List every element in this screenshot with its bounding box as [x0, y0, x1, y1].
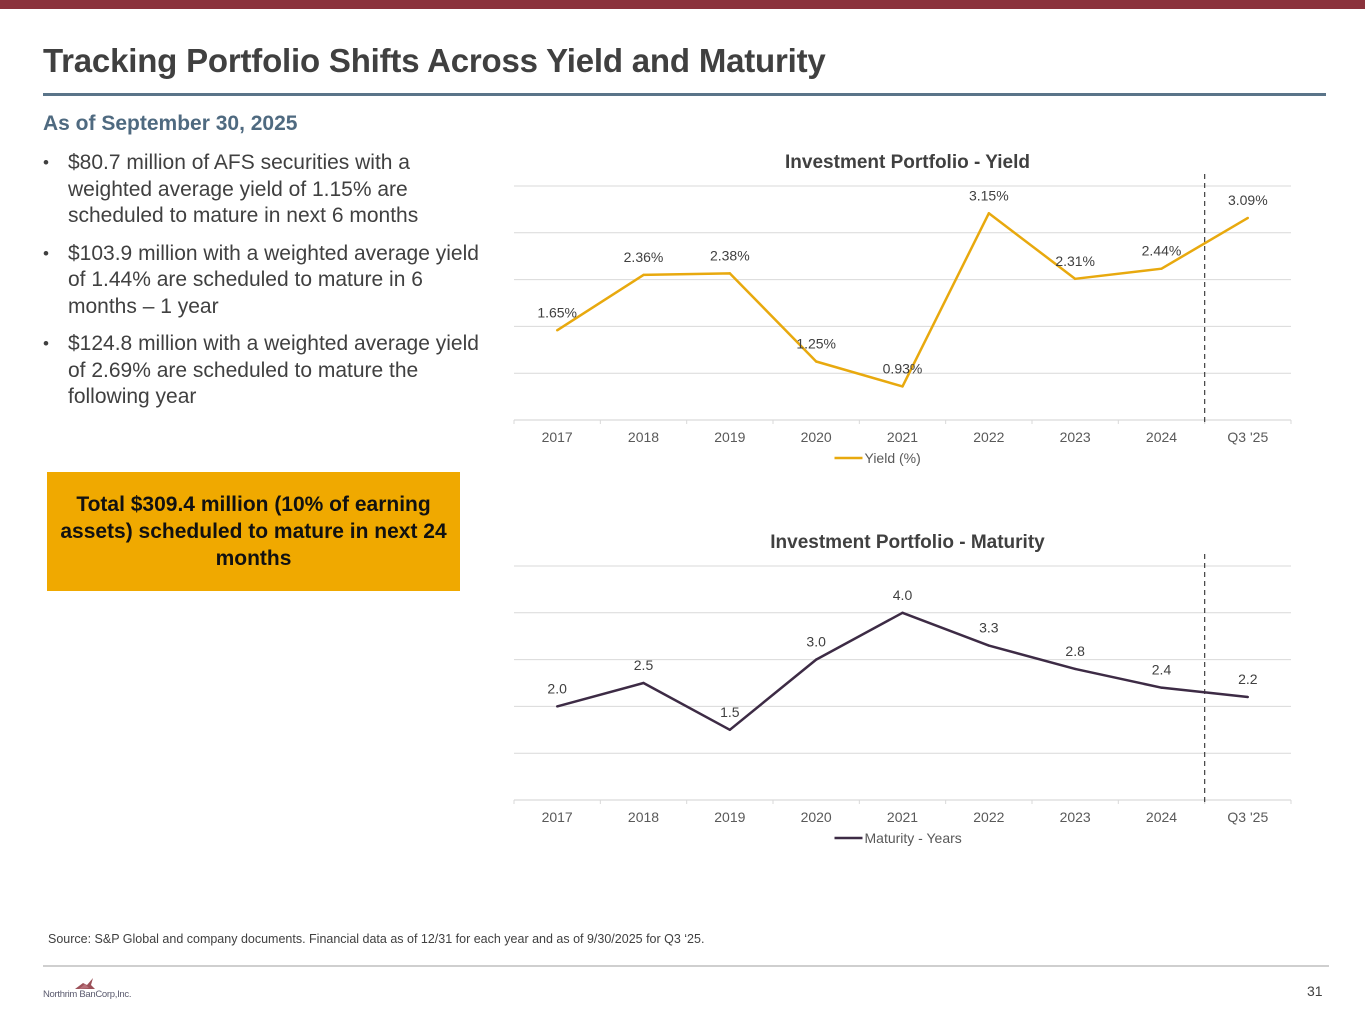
page-number: 31: [1307, 983, 1323, 999]
bullet-text: $80.7 million of AFS securities with a w…: [68, 151, 419, 227]
bullet-text: $124.8 million with a weighted average y…: [68, 332, 479, 408]
data-label: 2.4: [1152, 662, 1172, 678]
data-point: [728, 272, 732, 275]
company-name: Northrim BanCorp,Inc.: [43, 989, 132, 1000]
callout-text: Total $309.4 million (10% of earning ass…: [60, 493, 447, 570]
x-tick-label: 2020: [801, 429, 832, 445]
legend-label: Yield (%): [865, 450, 921, 466]
series-line: [556, 611, 1248, 732]
total-maturity-callout: Total $309.4 million (10% of earning ass…: [47, 472, 460, 591]
x-tick-label: 2023: [1060, 429, 1091, 445]
data-point: [1160, 267, 1163, 270]
data-label: 0.93%: [883, 360, 923, 376]
logo-mark-icon: [75, 978, 95, 989]
bullet-item: • $80.7 million of AFS securities with a …: [43, 150, 483, 230]
x-tick-label: 2018: [628, 429, 659, 445]
footer-divider: [43, 965, 1329, 967]
page-title: Tracking Portfolio Shifts Across Yield a…: [43, 42, 826, 79]
bullet-item: • $124.8 million with a weighted average …: [43, 331, 483, 411]
data-label: 4.0: [893, 587, 913, 603]
chart-title: Investment Portfolio - Maturity: [770, 532, 1045, 553]
x-tick-label: 2022: [973, 429, 1004, 445]
legend-label: Maturity - Years: [865, 830, 962, 846]
yield-chart: Investment Portfolio - Yield 2017 2018 2019…: [513, 152, 1292, 466]
data-point: [814, 360, 818, 363]
x-tick-label: 2019: [714, 809, 745, 825]
data-label: 2.8: [1065, 643, 1085, 659]
x-tick-label: 2017: [542, 429, 573, 445]
x-tick-label: 2019: [714, 429, 745, 445]
data-label: 3.0: [806, 634, 826, 650]
data-label: 3.3: [979, 620, 999, 636]
x-tick-label: 2021: [887, 809, 918, 825]
x-tick-label: Q3 '25: [1227, 809, 1268, 825]
data-label: 2.31%: [1055, 253, 1095, 269]
bullet-icon: •: [43, 153, 49, 172]
x-tick-label: 2024: [1146, 809, 1177, 825]
x-tick-label: 2017: [542, 809, 573, 825]
data-label: 3.09%: [1228, 192, 1268, 208]
data-point: [642, 273, 645, 277]
data-point: [901, 385, 904, 388]
source-note: Source: S&P Global and company documents…: [48, 932, 705, 946]
data-point: [1073, 667, 1077, 671]
x-tick-label: 2021: [887, 429, 918, 445]
data-point: [642, 681, 645, 685]
data-point: [1246, 695, 1250, 699]
title-divider: [43, 93, 1326, 96]
x-tick-label: 2023: [1060, 809, 1091, 825]
bullet-text: $103.9 million with a weighted average y…: [68, 241, 479, 318]
data-point: [555, 329, 559, 332]
data-label: 2.36%: [624, 249, 664, 265]
data-point: [1073, 277, 1077, 281]
data-label: 2.44%: [1142, 243, 1182, 259]
data-label: 2.38%: [710, 247, 750, 263]
data-label: 2.0: [547, 680, 567, 696]
data-label: 3.15%: [969, 187, 1009, 203]
top-accent-bar: [0, 0, 1365, 9]
data-point: [987, 212, 991, 215]
bullet-icon: •: [43, 334, 49, 353]
data-point: [1160, 686, 1163, 689]
data-point: [814, 658, 818, 661]
x-tick-label: 2024: [1146, 429, 1177, 445]
data-point: [1246, 216, 1250, 220]
bullet-icon: •: [43, 243, 49, 263]
data-point: [901, 611, 904, 614]
data-point: [728, 728, 732, 731]
data-label: 1.5: [720, 704, 740, 720]
data-label: 2.2: [1238, 671, 1258, 687]
data-point: [555, 705, 559, 708]
as-of-date-subtitle: As of September 30, 2025: [43, 112, 298, 135]
x-tick-label: 2022: [973, 809, 1004, 825]
maturity-chart: Investment Portfolio - Maturity 2017 2018 2…: [513, 532, 1292, 846]
data-label: 2.5: [634, 657, 654, 673]
bullet-item: • $103.9 million with a weighted average …: [43, 241, 483, 321]
data-point: [987, 644, 991, 647]
company-logo: Northrim BanCorp,Inc.: [43, 977, 153, 1003]
x-tick-label: 2018: [628, 809, 659, 825]
chart-title: Investment Portfolio - Yield: [785, 152, 1030, 173]
maturity-bullet-list: • $80.7 million of AFS securities with a …: [43, 150, 483, 422]
x-tick-label: 2020: [801, 809, 832, 825]
x-tick-label: Q3 '25: [1227, 429, 1268, 445]
data-label: 1.25%: [796, 336, 836, 352]
data-label: 1.65%: [537, 304, 577, 320]
